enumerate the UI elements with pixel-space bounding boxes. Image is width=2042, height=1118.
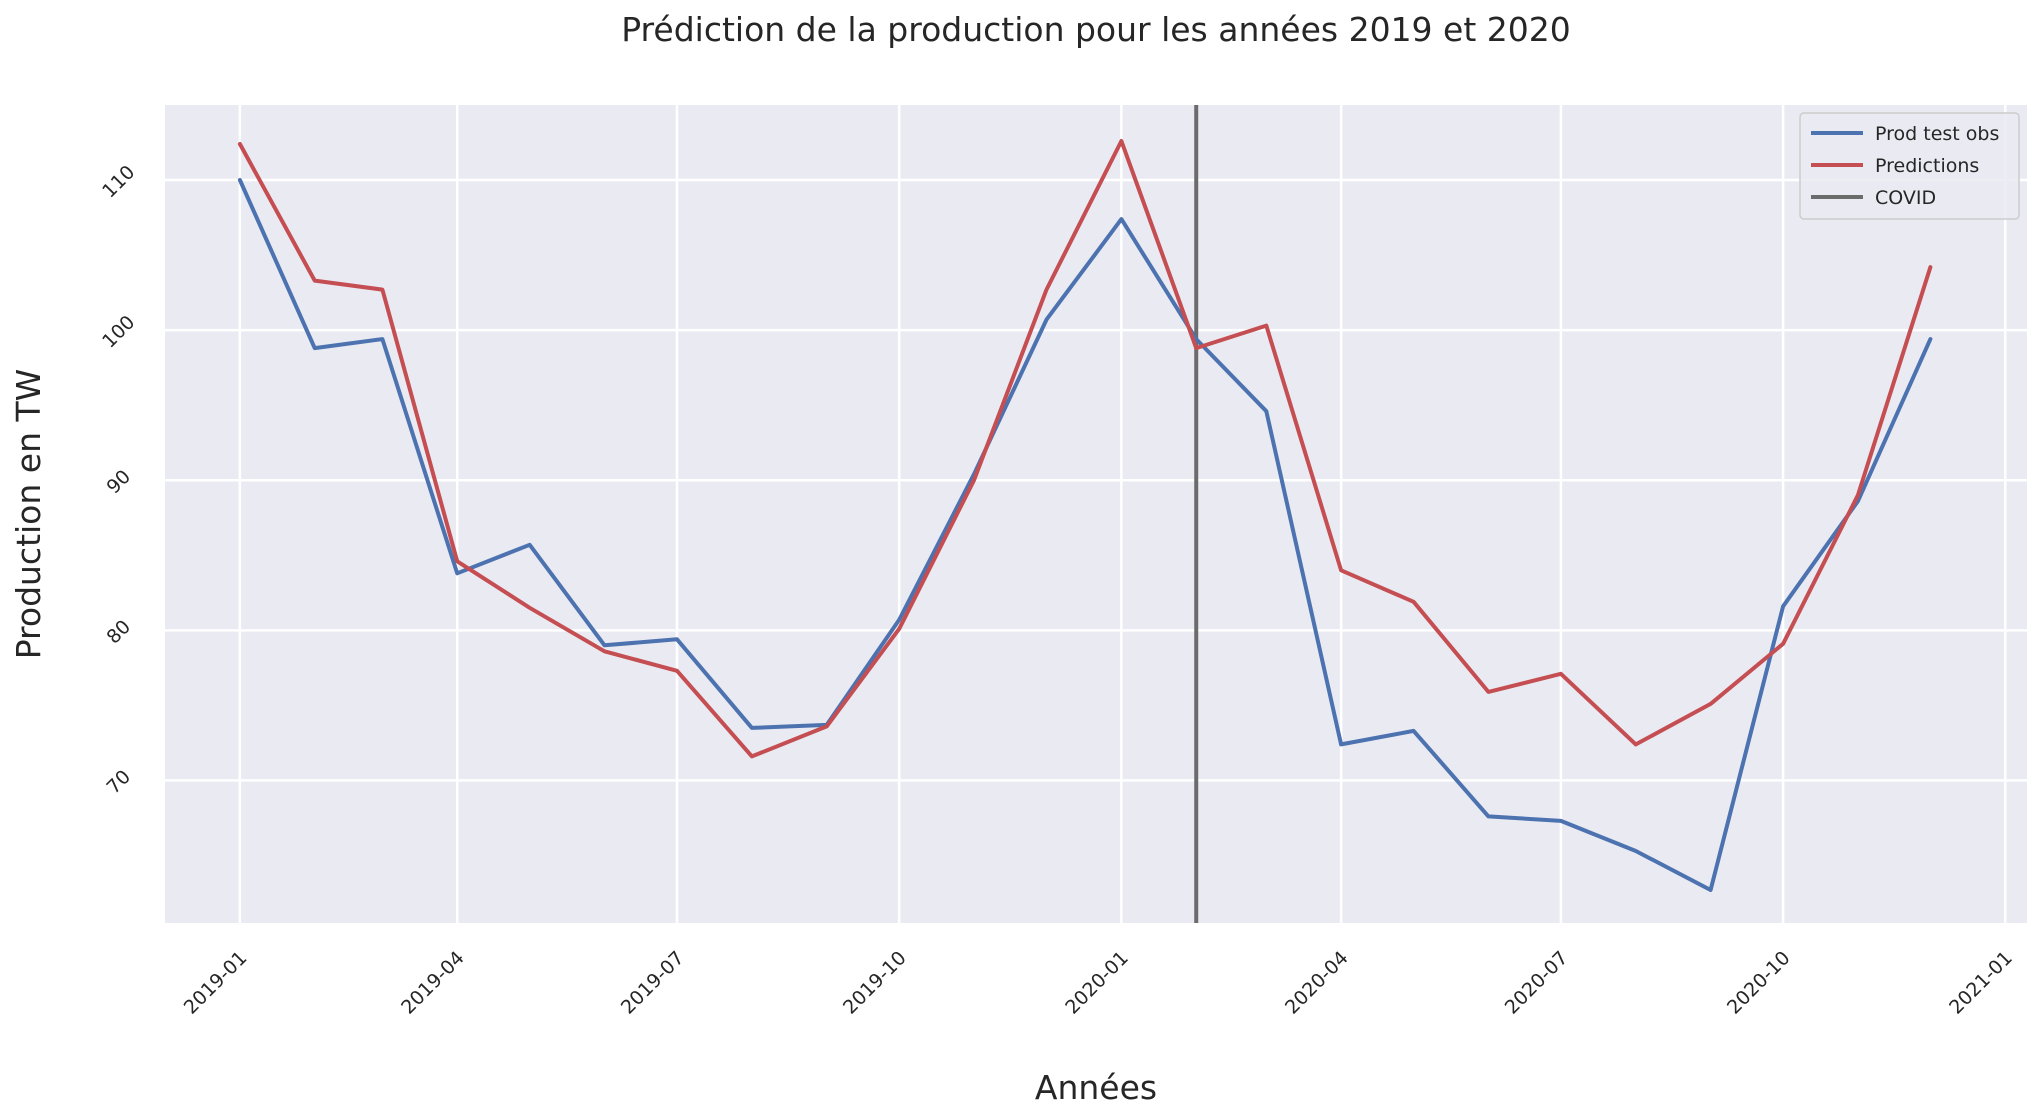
x-tick-label: 2019-01 — [180, 947, 252, 1019]
x-tick-label: 2020-10 — [1723, 947, 1795, 1019]
x-tick-label: 2021-01 — [1945, 947, 2017, 1019]
x-tick-label: 2020-01 — [1061, 947, 1133, 1019]
series-line-predictions — [237, 139, 1933, 759]
y-tick-label: 100 — [98, 311, 139, 352]
x-tick-label: 2019-07 — [617, 947, 689, 1019]
x-tick-label: 2019-10 — [839, 947, 911, 1019]
series-lines — [237, 139, 1933, 892]
y-tick-label: 90 — [102, 466, 135, 499]
gridlines — [165, 105, 2027, 923]
y-tick-label: 110 — [98, 161, 139, 202]
y-axis-ticks: 70 80 90 100 110 — [98, 161, 139, 798]
legend: Prod test obs Predictions COVID — [1799, 112, 2020, 220]
legend-label-obs: Prod test obs — [1875, 123, 1999, 145]
plot-area — [165, 105, 2027, 923]
y-tick-label: 80 — [102, 616, 135, 649]
y-tick-label: 70 — [102, 766, 135, 799]
x-axis-ticks: 2019-01 2019-04 2019-07 2019-10 2020-01 2020-… — [180, 947, 2017, 1019]
legend-label-predictions: Predictions — [1875, 155, 1979, 177]
legend-box — [1799, 112, 2020, 220]
legend-label-covid: COVID — [1875, 187, 1936, 209]
x-tick-label: 2020-07 — [1501, 947, 1573, 1019]
x-tick-label: 2019-04 — [397, 947, 469, 1019]
y-axis-label: Production en TW — [9, 369, 48, 660]
chart-title: Prédiction de la production pour les ann… — [621, 10, 1571, 49]
x-axis-label: Années — [1035, 1068, 1157, 1107]
series-line-prod-test-obs — [237, 178, 1933, 892]
x-tick-label: 2020-04 — [1281, 947, 1353, 1019]
